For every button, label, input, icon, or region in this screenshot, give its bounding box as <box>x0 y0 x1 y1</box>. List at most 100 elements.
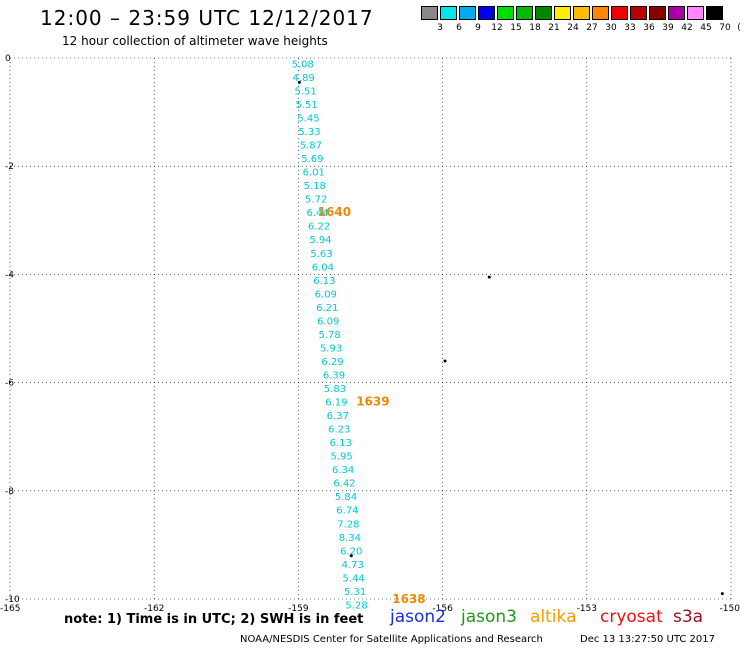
color-scale-swatch <box>668 6 685 20</box>
color-scale-swatch <box>649 6 666 20</box>
color-scale-swatch <box>421 6 438 20</box>
wave-height-label: 5.45 <box>297 114 319 125</box>
wave-height-label: 6.34 <box>332 465 354 476</box>
wave-height-label: 5.28 <box>345 600 367 611</box>
wave-height-label: 5.33 <box>298 127 320 138</box>
wave-height-label: 5.69 <box>301 154 323 165</box>
color-scale-swatch <box>516 6 533 20</box>
land-dot <box>720 592 724 596</box>
color-scale-label: (ft) <box>732 23 740 33</box>
wave-height-label: 6.42 <box>333 479 355 490</box>
wave-height-label: 5.78 <box>319 330 341 341</box>
color-scale-label: 24 <box>567 23 579 33</box>
y-tick-label: -8 <box>5 487 14 497</box>
land-dot <box>443 359 447 363</box>
wave-height-label: 6.39 <box>323 370 345 381</box>
satellite-legend-jason2: jason2 <box>390 607 446 627</box>
color-scale-swatch <box>554 6 571 20</box>
page-title: 12:00 – 23:59 UTC 12/12/2017 <box>40 6 374 30</box>
wave-height-label: 5.44 <box>343 573 365 584</box>
pass-time-label: 1639 <box>356 395 389 409</box>
wave-height-label: 5.63 <box>310 249 332 260</box>
footer-credit: NOAA/NESDIS Center for Satellite Applica… <box>240 634 543 645</box>
color-scale-swatch <box>630 6 647 20</box>
wave-height-label: 5.83 <box>324 384 346 395</box>
color-scale-label: 18 <box>529 23 541 33</box>
y-tick-label: -4 <box>5 270 14 280</box>
land-dot <box>487 275 491 279</box>
time-labels: 1640 1639 1638 <box>318 205 426 606</box>
wave-height-label: 6.09 <box>317 316 339 327</box>
footer-timestamp: Dec 13 13:27:50 UTC 2017 <box>580 634 715 645</box>
note-text: note: 1) Time is in UTC; 2) SWH is in fe… <box>64 612 364 627</box>
x-tick-label: -162 <box>144 604 164 614</box>
color-scale-label: 21 <box>548 23 560 33</box>
color-scale-swatch <box>573 6 590 20</box>
color-scale-swatch <box>459 6 476 20</box>
color-scale-label: 6 <box>456 23 462 33</box>
wave-height-label: 5.51 <box>295 100 317 111</box>
wave-height-label: 5.93 <box>320 343 342 354</box>
wave-height-label: 6.09 <box>315 289 337 300</box>
color-scale-swatch <box>478 6 495 20</box>
wave-height-label: 5.18 <box>304 181 326 192</box>
color-scale-swatch <box>611 6 628 20</box>
color-scale-swatch <box>497 6 514 20</box>
wave-height-label: 6.44 <box>306 208 328 219</box>
wave-height-label: 4.73 <box>342 560 364 571</box>
land-dot <box>349 554 353 558</box>
wave-height-label: 6.04 <box>312 262 334 273</box>
color-scale-label: 42 <box>681 23 693 33</box>
color-scale-label: 30 <box>605 23 617 33</box>
wave-height-label: 5.51 <box>294 86 316 97</box>
wave-height-label: 6.37 <box>327 411 349 422</box>
land-dot <box>297 80 301 84</box>
wave-height-label: 7.28 <box>337 519 359 530</box>
wave-height-label: 6.13 <box>313 276 335 287</box>
wave-height-label: 6.74 <box>336 506 358 517</box>
wave-height-label: 5.08 <box>292 59 314 70</box>
page-subtitle: 12 hour collection of altimeter wave hei… <box>62 34 328 48</box>
color-scale-label: 70 <box>719 23 731 33</box>
x-tick-label: -150 <box>720 604 740 614</box>
color-scale-label: 12 <box>491 23 503 33</box>
wave-height-label: 8.34 <box>339 533 361 544</box>
color-scale-label: 39 <box>662 23 674 33</box>
x-tick-label: -153 <box>577 604 597 614</box>
satellite-legend-altika: altika <box>530 607 577 627</box>
wave-height-label: 6.22 <box>308 222 330 233</box>
color-scale-swatch <box>687 6 704 20</box>
wave-height-label: 5.94 <box>309 235 331 246</box>
color-scale-swatch <box>535 6 552 20</box>
color-scale-label: 15 <box>510 23 522 33</box>
color-scale-label: 3 <box>437 23 443 33</box>
pass-time-label: 1638 <box>392 592 425 606</box>
land-dots <box>297 80 724 596</box>
satellite-legend-cryosat: cryosat <box>600 607 663 627</box>
wave-height-label: 6.20 <box>340 546 362 557</box>
x-tick-label: -159 <box>288 604 309 614</box>
x-tick-label: -156 <box>432 604 453 614</box>
wave-height-label: 6.01 <box>303 168 325 179</box>
axis-tick-labels: -165 -162 -159 -156 -153 -150 0 -2 -4 -6 -8 -10 <box>0 54 740 614</box>
color-scale-label: 33 <box>624 23 636 33</box>
wave-height-label: 5.84 <box>335 492 357 503</box>
wave-height-label: 6.29 <box>321 357 343 368</box>
map-grid <box>9 57 732 600</box>
satellite-legend-jason3: jason3 <box>461 607 517 627</box>
color-scale-swatch <box>440 6 457 20</box>
wave-height-label: 5.95 <box>331 452 353 463</box>
color-scale-label: 27 <box>586 23 598 33</box>
y-tick-label: -6 <box>5 379 14 389</box>
y-tick-label: -2 <box>5 162 14 172</box>
wave-height-label: 6.21 <box>316 303 338 314</box>
wave-height-label: 6.23 <box>328 425 350 436</box>
y-tick-label: -10 <box>5 595 20 605</box>
wave-height-label: 4.89 <box>293 73 315 84</box>
color-scale-swatch <box>592 6 609 20</box>
wave-height-track: 5.08 4.89 5.51 5.51 5.45 5.33 5.87 5.69 6.01 5.18… <box>292 59 368 611</box>
wave-height-label: 5.72 <box>305 195 327 206</box>
wave-height-label: 5.31 <box>344 587 366 598</box>
color-scale-label: 45 <box>700 23 712 33</box>
